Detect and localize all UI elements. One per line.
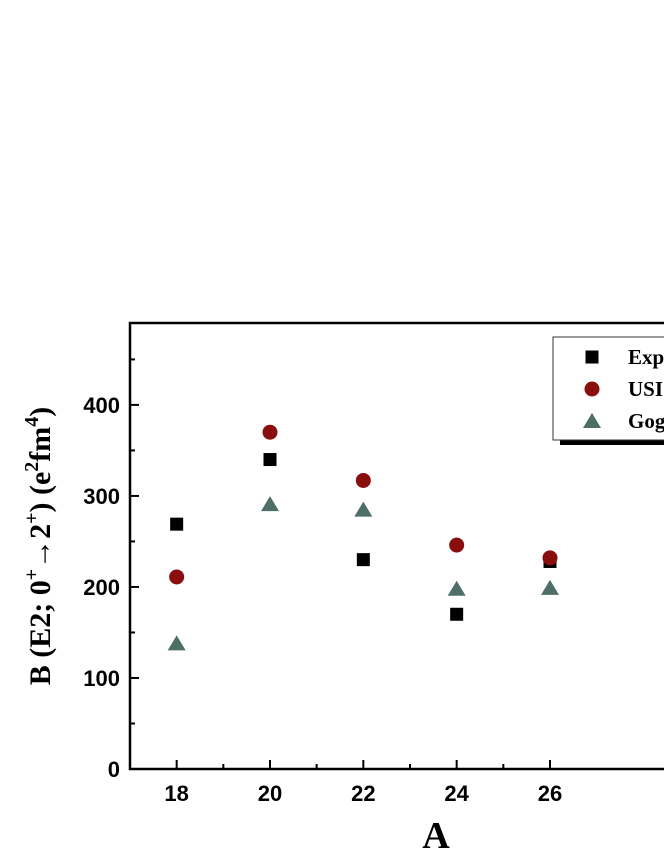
y-tick-label: 100	[83, 666, 120, 691]
point-usi	[449, 537, 465, 553]
y-tick-label: 400	[83, 393, 120, 418]
y-tick-label: 0	[108, 757, 120, 782]
legend-box	[552, 336, 664, 441]
point-usi	[355, 472, 371, 488]
x-axis-ticks: 18 20 22 24 26	[164, 760, 562, 806]
y-tick-label: 200	[83, 575, 120, 600]
x-tick-label: 26	[538, 781, 562, 806]
point-gog	[447, 580, 466, 596]
point-usi	[169, 569, 185, 585]
data-points	[167, 424, 559, 651]
y-axis-ticks: 0 100 200 300 400	[83, 358, 139, 782]
legend-label-usi: USI	[628, 377, 663, 401]
legend: Exp USI Gog	[552, 336, 664, 445]
legend-label-gog: Gog	[628, 409, 664, 433]
point-exp	[450, 607, 464, 621]
legend-label-exp: Exp	[628, 345, 664, 369]
x-tick-label: 22	[351, 781, 375, 806]
point-exp	[263, 453, 277, 467]
legend-marker-gog	[583, 413, 601, 428]
point-exp	[170, 517, 184, 531]
legend-marker-exp	[585, 350, 599, 364]
point-exp	[356, 553, 370, 567]
legend-marker-usi	[584, 381, 600, 397]
point-gog	[354, 501, 373, 517]
y-axis-title: B (E2; 0+→2+) (e2fm4)	[21, 407, 57, 686]
point-usi	[542, 550, 558, 566]
point-gog	[541, 579, 559, 595]
x-axis-title: A	[422, 815, 450, 857]
point-gog	[167, 635, 186, 651]
y-tick-label: 300	[83, 484, 120, 509]
x-tick-label: 20	[258, 781, 282, 806]
point-usi	[262, 424, 278, 440]
x-tick-label: 24	[444, 781, 469, 806]
legend-shadow	[560, 437, 664, 445]
x-tick-label: 18	[164, 781, 188, 806]
point-gog	[261, 496, 279, 512]
